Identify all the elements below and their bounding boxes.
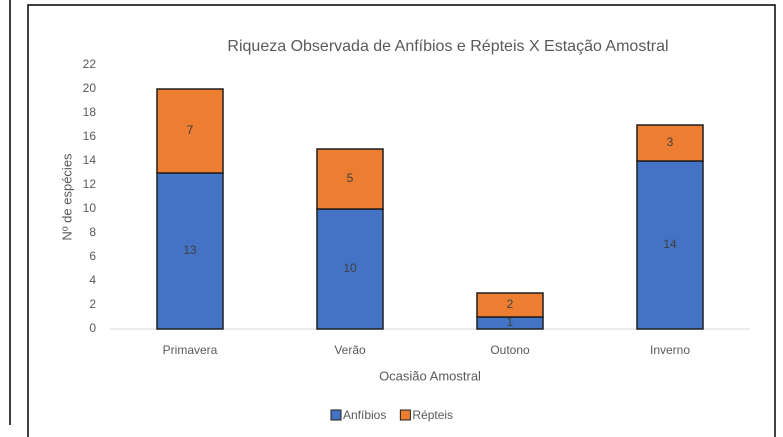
y-tick-label: 0 bbox=[89, 321, 96, 335]
legend-label: Anfíbios bbox=[343, 408, 386, 422]
bar-segment bbox=[156, 88, 224, 174]
data-label: 10 bbox=[343, 261, 357, 275]
y-tick-label: 14 bbox=[83, 153, 97, 167]
legend-swatch bbox=[399, 409, 411, 421]
y-tick-label: 16 bbox=[83, 129, 97, 143]
x-tick-label: Outono bbox=[490, 343, 530, 357]
y-tick-label: 22 bbox=[83, 57, 97, 71]
x-tick-label: Primavera bbox=[163, 343, 218, 357]
bar-segment bbox=[636, 160, 704, 330]
y-tick-label: 10 bbox=[83, 201, 97, 215]
x-tick-label: Inverno bbox=[650, 343, 690, 357]
x-tick-label: Verão bbox=[334, 343, 366, 357]
y-tick-label: 18 bbox=[83, 105, 97, 119]
bar-segment bbox=[476, 292, 544, 318]
y-tick-label: 8 bbox=[89, 225, 96, 239]
data-label: 5 bbox=[347, 171, 354, 185]
bar-segment bbox=[316, 148, 384, 210]
y-axis-label: Nº de espécies bbox=[59, 153, 74, 241]
legend-swatch bbox=[330, 409, 342, 421]
y-tick-label: 20 bbox=[83, 81, 97, 95]
data-label: 14 bbox=[663, 237, 677, 251]
bar-segment bbox=[316, 208, 384, 330]
data-label: 7 bbox=[187, 123, 194, 137]
bar-segment bbox=[156, 172, 224, 330]
chart-title: Riqueza Observada de Anfíbios e Répteis … bbox=[227, 38, 668, 55]
y-tick-label: 6 bbox=[89, 249, 96, 263]
y-tick-label: 4 bbox=[89, 273, 96, 287]
data-label: 13 bbox=[183, 243, 197, 257]
legend-label: Répteis bbox=[412, 408, 453, 422]
y-tick-label: 2 bbox=[89, 297, 96, 311]
data-label: 3 bbox=[667, 135, 674, 149]
y-tick-label: 12 bbox=[83, 177, 97, 191]
bar-segment bbox=[636, 124, 704, 162]
data-label: 1 bbox=[507, 315, 514, 329]
data-label: 2 bbox=[507, 297, 514, 311]
x-axis-label: Ocasião Amostral bbox=[379, 368, 481, 383]
